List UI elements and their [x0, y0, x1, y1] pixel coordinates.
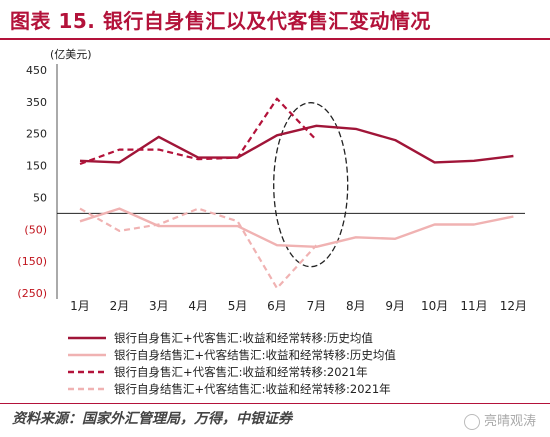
legend-label-2: 银行自身售汇+代客售汇:收益和经常转移:2021年 — [114, 365, 368, 379]
legend-label-0: 银行自身售汇+代客售汇:收益和经常转移:历史均值 — [114, 331, 373, 345]
x-tick-label: 4月 — [188, 299, 208, 313]
y-tick-label: 50 — [33, 191, 47, 204]
title-bar: 图表 15. 银行自身售汇以及代客售汇变动情况 — [0, 0, 550, 40]
x-tick-label: 1月 — [70, 299, 90, 313]
y-tick-label: (150) — [17, 255, 47, 268]
legend-label-1: 银行自身结售汇+代客结售汇:收益和经常转移:历史均值 — [114, 348, 396, 362]
chart-area: (亿美元)450 350 250 150 50 (50) (150) (250) 1月 2月 3月 4… — [17, 48, 527, 396]
x-tick-label: 7月 — [307, 299, 327, 313]
series-layer — [79, 97, 514, 290]
x-tick-label: 9月 — [385, 299, 405, 313]
x-tick-label: 8月 — [346, 299, 366, 313]
x-tick-label: 12月 — [500, 299, 527, 313]
series-line-1 — [79, 207, 514, 249]
axes: (亿美元)450 350 250 150 50 (50) (150) (250) 1月 2月 3月 4… — [17, 48, 527, 313]
series-line-3 — [79, 207, 318, 290]
series-line-2 — [79, 97, 318, 166]
unit-label: (亿美元) — [50, 48, 92, 61]
x-tick-label: 5月 — [228, 299, 248, 313]
y-tick-label: (50) — [24, 223, 47, 236]
watermark: 亮晴观涛 — [463, 410, 536, 430]
y-tick-label: 450 — [26, 64, 47, 77]
x-tick-label: 10月 — [421, 299, 448, 313]
x-tick-label: 6月 — [267, 299, 287, 313]
watermark-text: 亮晴观涛 — [483, 414, 536, 429]
highlight-ellipse — [273, 102, 349, 268]
x-tick-label: 11月 — [460, 299, 487, 313]
y-tick-label: 250 — [26, 128, 47, 141]
annotation-layer — [273, 102, 349, 268]
y-tick-label: 350 — [26, 96, 47, 109]
wechat-icon — [463, 413, 480, 430]
x-tick-label: 3月 — [149, 299, 169, 313]
title-divider — [0, 38, 550, 40]
source-divider — [0, 403, 550, 404]
legend-label-3: 银行自身结售汇+代客结售汇:收益和经常转移:2021年 — [114, 382, 391, 396]
series-line-0 — [79, 124, 514, 164]
source-note: 资料来源：国家外汇管理局，万得，中银证券 — [12, 411, 292, 427]
y-tick-label: 150 — [26, 160, 47, 173]
x-tick-label: 2月 — [110, 299, 130, 313]
y-tick-label: (250) — [17, 287, 47, 300]
legend: 银行自身售汇+代客售汇:收益和经常转移:历史均值银行自身结售汇+代客结售汇:收益… — [68, 331, 396, 396]
chart-title: 图表 15. 银行自身售汇以及代客售汇变动情况 — [10, 9, 431, 33]
